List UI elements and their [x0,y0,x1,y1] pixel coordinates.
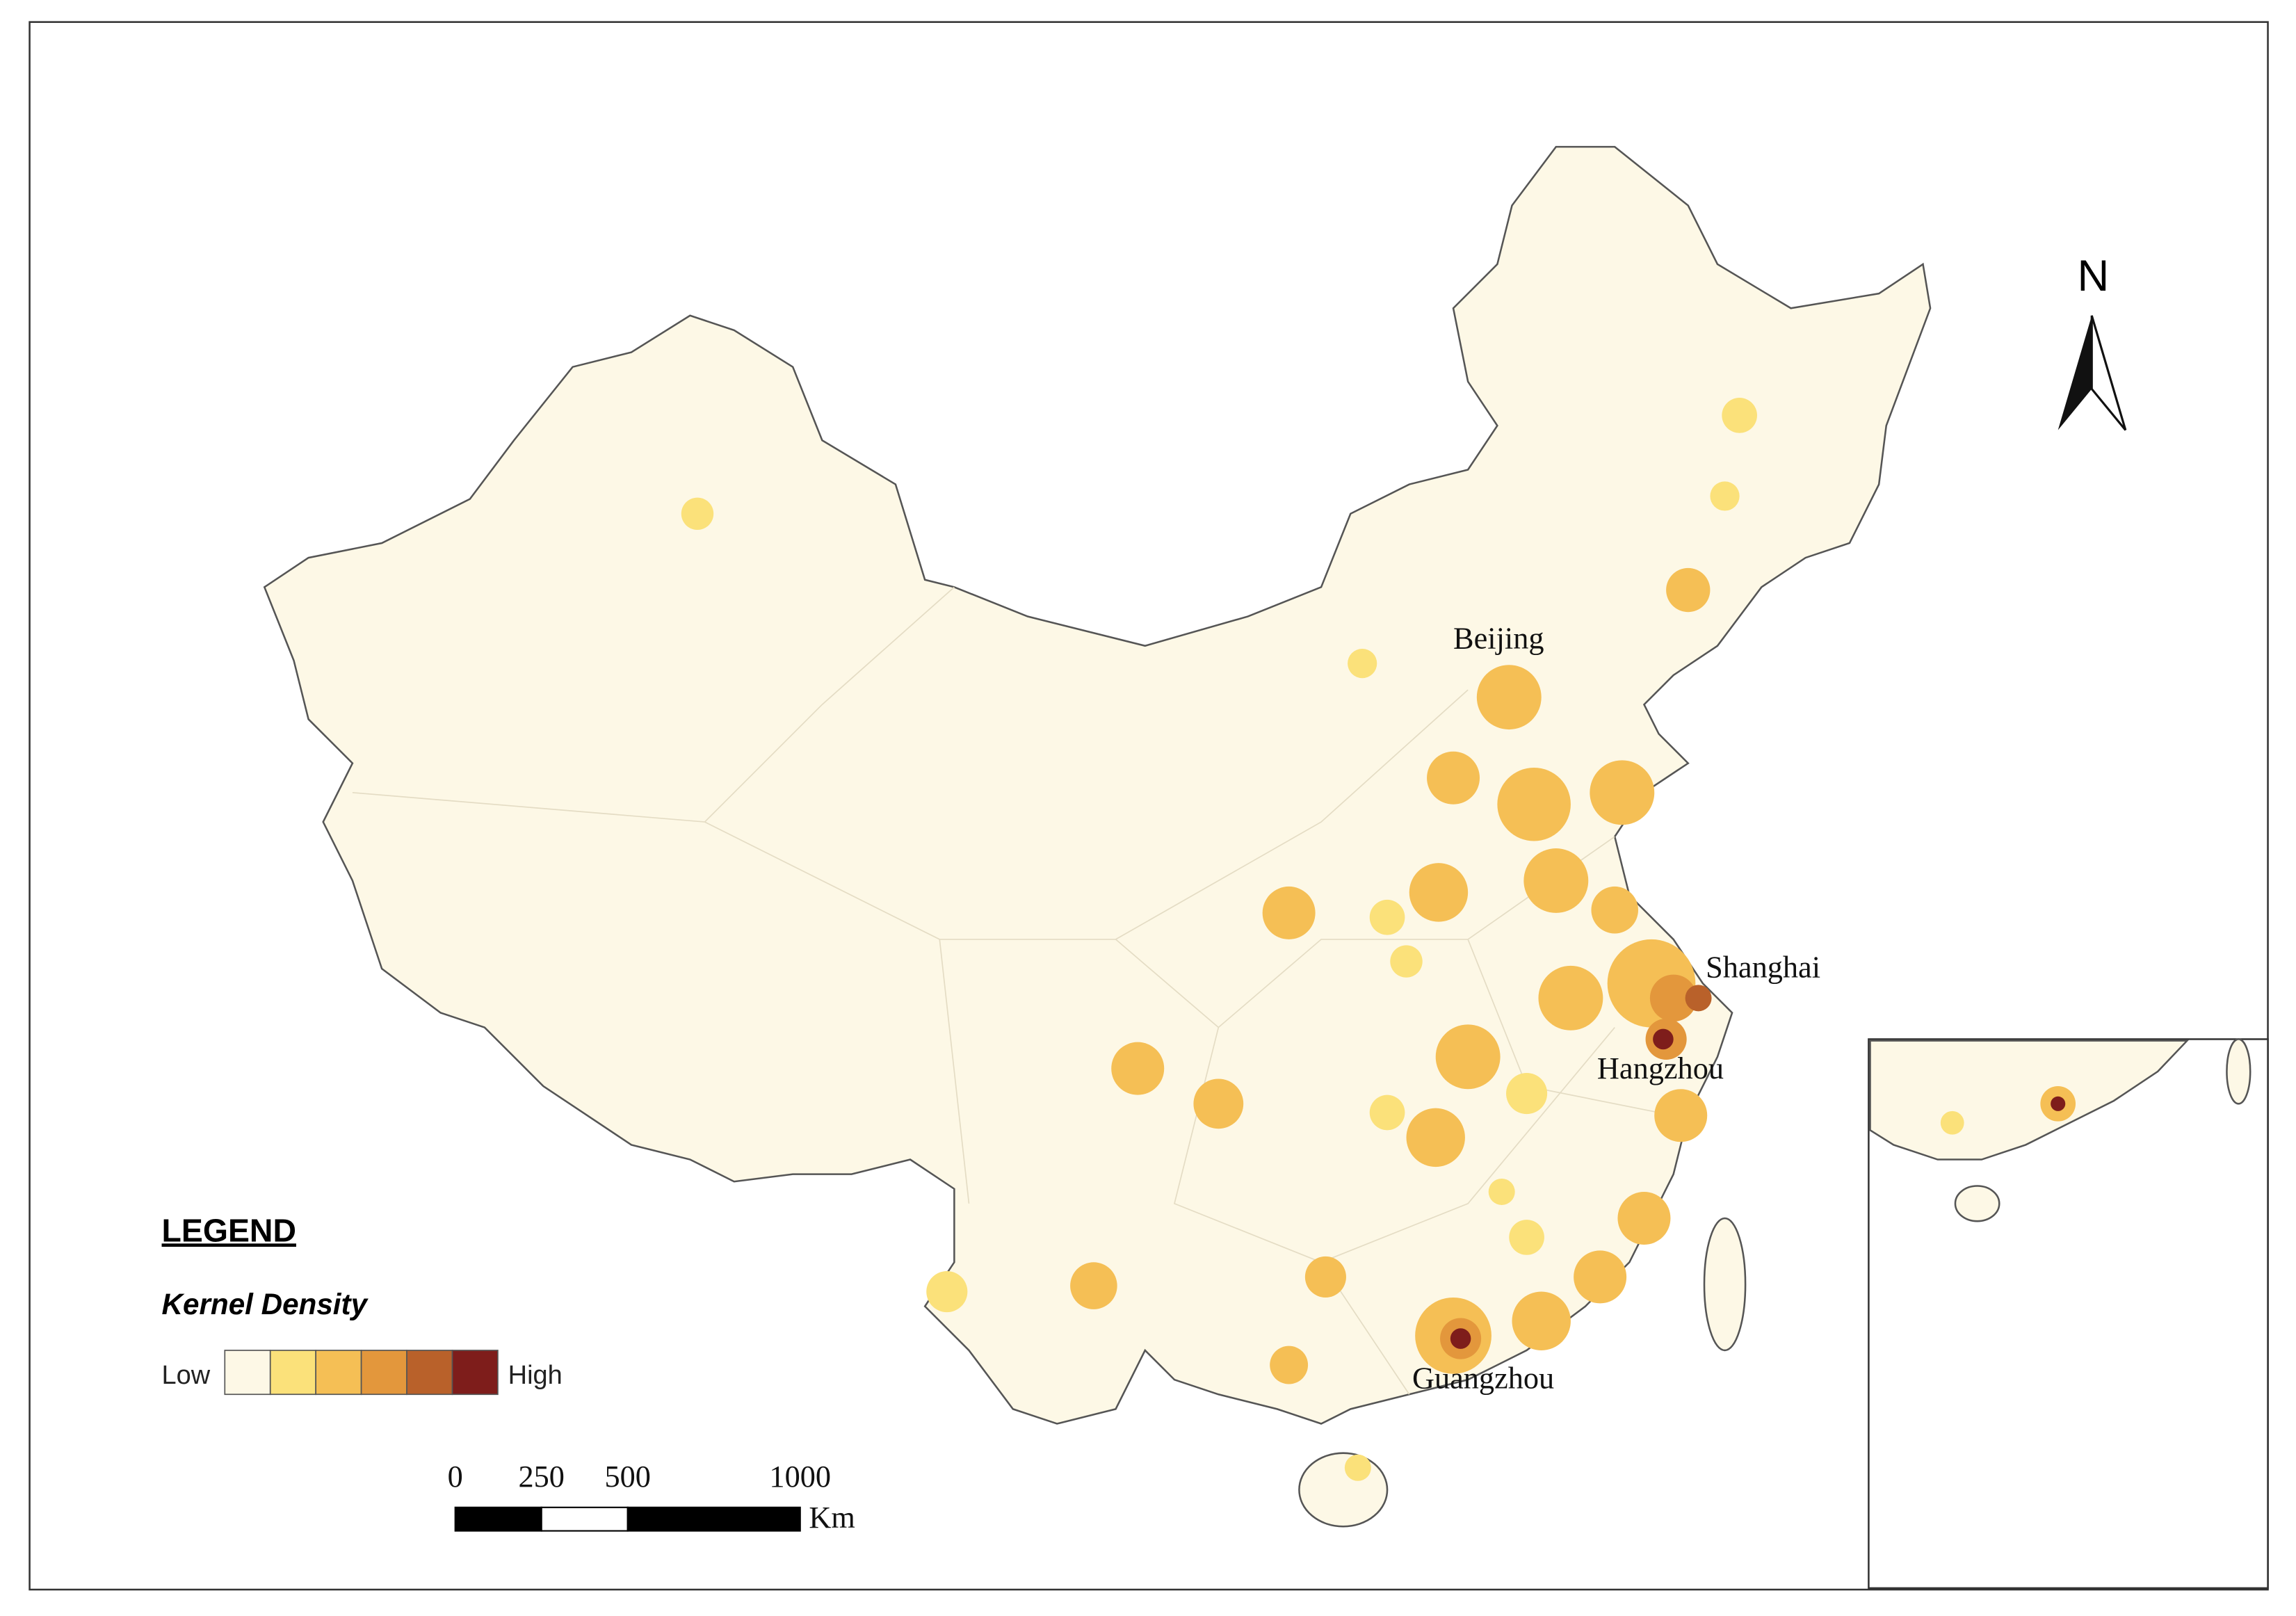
density-blob [1348,648,1377,679]
city-label: Beijing [1453,622,1544,656]
density-blob [1488,1178,1515,1205]
city-label: Shanghai [1706,950,1820,984]
legend-swatch [224,1350,271,1396]
legend-swatches [224,1350,499,1396]
city-label: Hangzhou [1597,1051,1724,1085]
density-layer [681,398,1757,1481]
density-blob [1427,751,1480,805]
legend-high: High [508,1361,563,1390]
density-blob [1262,886,1316,939]
density-blob [1369,899,1405,935]
density-blob [1653,1028,1674,1050]
density-blob [1722,398,1757,433]
density-blob [1649,974,1697,1022]
legend-swatch [451,1350,499,1396]
density-blob [681,497,714,531]
density-blob [1590,760,1655,825]
density-blob [1685,985,1712,1012]
density-blob [1506,1073,1548,1115]
density-blob [1476,665,1542,730]
legend-swatch [269,1350,317,1396]
island-taiwan [1703,1217,1747,1352]
legend-title: LEGEND [162,1212,296,1248]
density-blob [1344,1454,1371,1481]
inset-island [2226,1038,2251,1105]
density-blob [1497,767,1571,841]
density-blob [1304,1256,1346,1298]
density-blob [1654,1089,1708,1142]
density-blob [1591,886,1639,934]
density-blob [1617,1191,1671,1245]
scale-segment [540,1506,629,1532]
north-arrow [2090,315,2127,431]
legend-subtitle: Kernel Density [162,1288,369,1320]
density-blob [1574,1250,1627,1304]
legend-swatch [360,1350,407,1396]
density-blob [1070,1262,1117,1309]
density-blob [1111,1042,1165,1095]
density-blob [926,1270,968,1313]
density-blob [1435,1024,1501,1090]
north-arrow [2057,315,2092,430]
density-blob [1512,1291,1571,1350]
scale-tick-label: 250 [518,1460,564,1494]
scale-bar: 0 250 500 1000 Km [448,1460,855,1535]
density-blob [1666,567,1711,613]
scale-segment [626,1506,801,1532]
density-blob [1523,848,1589,913]
city-label: Guangzhou [1412,1361,1554,1395]
legend-swatch [315,1350,362,1396]
scale-tick-label: 1000 [769,1460,831,1494]
density-blob [1390,945,1423,978]
inset-island [1954,1185,2000,1222]
density-blob [1409,863,1469,922]
legend-swatch [406,1350,453,1396]
density-blob [1270,1346,1309,1384]
density-blob [1406,1108,1465,1167]
island-hainan [1298,1452,1389,1528]
density-blob [1940,1110,1964,1135]
legend-low: Low [162,1361,211,1390]
density-blob [1450,1328,1471,1349]
scale-segment [454,1506,542,1532]
scale-tick-label: 500 [604,1460,650,1494]
density-blob [1193,1078,1244,1129]
density-blob [1509,1220,1544,1255]
density-blob [1369,1094,1405,1131]
density-blob [1710,481,1740,511]
density-blob [1538,965,1603,1031]
north-label: N [2077,252,2109,300]
scale-tick-label: 0 [448,1460,463,1494]
scale-unit: Km [809,1501,855,1535]
density-blob [2051,1096,2066,1111]
